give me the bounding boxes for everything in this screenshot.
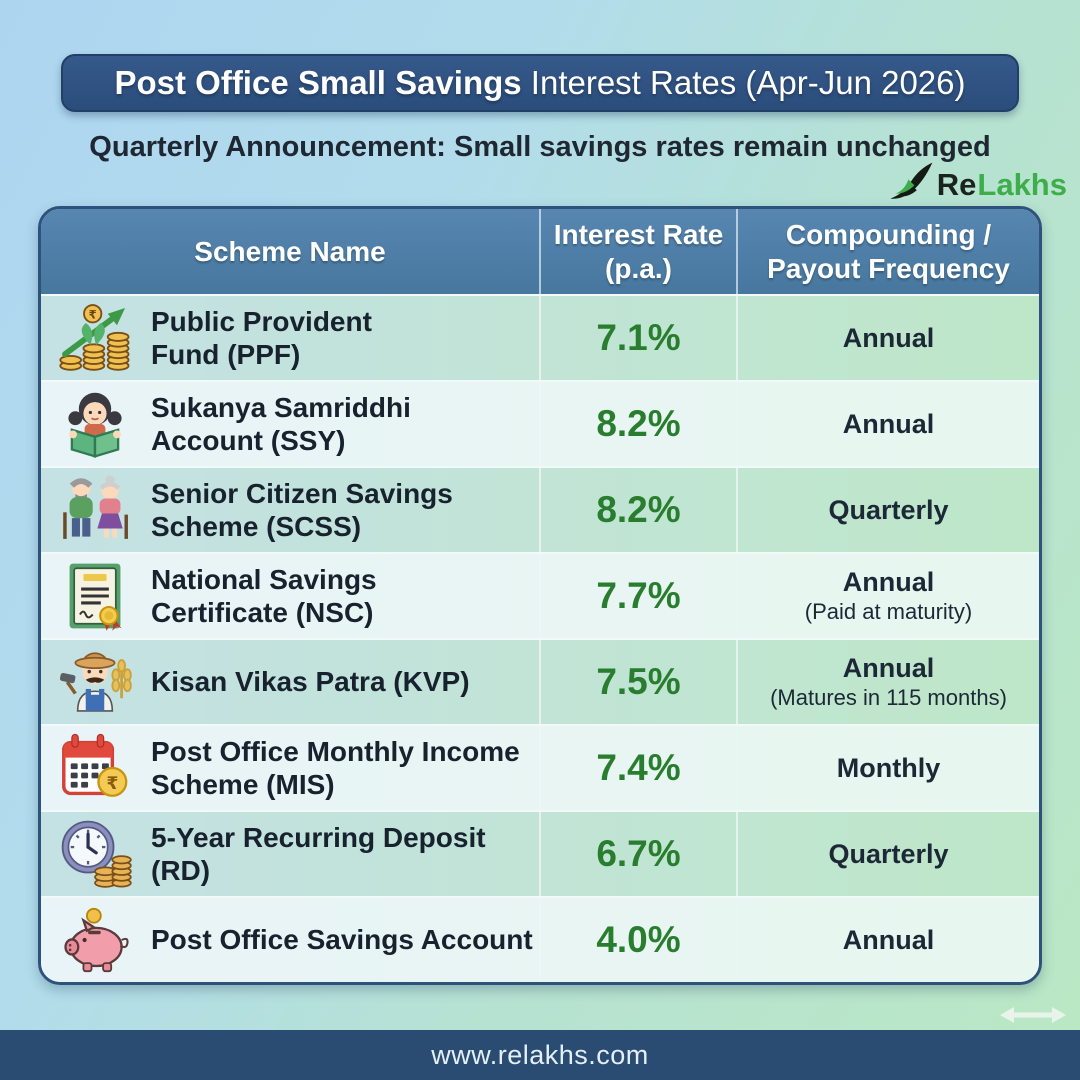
scheme-name: 5-Year Recurring Deposit (RD) <box>151 821 486 886</box>
scheme-name: Sukanya Samriddhi Account (SSY) <box>151 391 411 456</box>
table-row-ppf: ₹ Public Provident Fund (PPF) 7.1% Annua… <box>41 294 1039 380</box>
table-row-savings-account: Post Office Savings Account 4.0% Annual <box>41 896 1039 982</box>
coins-growth-icon: ₹ <box>51 298 139 378</box>
rate-cell: 7.1% <box>539 296 736 380</box>
scheme-cell: ₹ Public Provident Fund (PPF) <box>41 296 539 380</box>
subtitle: Quarterly Announcement: Small savings ra… <box>89 131 991 163</box>
frequency-cell: Annual (Paid at maturity) <box>736 554 1039 638</box>
scheme-name: Post Office Savings Account <box>151 924 533 956</box>
interest-rate: 6.7% <box>596 833 681 874</box>
footer-bar: www.relakhs.com <box>0 1030 1080 1080</box>
farmer-icon <box>51 642 139 722</box>
scheme-name: National Savings Certificate (NSC) <box>151 563 377 628</box>
interest-rate: 8.2% <box>596 403 681 444</box>
scheme-name: Senior Citizen Savings Scheme (SCSS) <box>151 477 453 542</box>
scheme-cell: National Savings Certificate (NSC) <box>41 554 539 638</box>
footer-url-link[interactable]: www.relakhs.com <box>431 1039 649 1070</box>
interest-rate: 7.5% <box>596 661 681 702</box>
elderly-couple-icon <box>51 470 139 550</box>
title-rest: Interest Rates (Apr-Jun 2026) <box>521 64 966 101</box>
interest-rate: 8.2% <box>596 489 681 530</box>
frequency-cell: Annual <box>736 296 1039 380</box>
interest-rate: 7.4% <box>596 747 681 788</box>
frequency: Quarterly <box>828 838 949 869</box>
frequency-note: (Matures in 115 months) <box>770 685 1007 711</box>
column-header-frequency: Compounding / Payout Frequency <box>736 209 1039 294</box>
table-header-row: Scheme Name Interest Rate (p.a.) Compoun… <box>41 209 1039 294</box>
frequency-cell: Annual <box>736 382 1039 466</box>
frequency-cell: Monthly <box>736 726 1039 810</box>
certificate-icon <box>51 556 139 636</box>
svg-text:₹: ₹ <box>89 309 97 321</box>
scheme-cell: Sukanya Samriddhi Account (SSY) <box>41 382 539 466</box>
frequency-cell: Annual (Matures in 115 months) <box>736 640 1039 724</box>
interest-rate: 7.1% <box>596 317 681 358</box>
rate-cell: 4.0% <box>539 898 736 982</box>
scheme-name: Public Provident Fund (PPF) <box>151 305 372 370</box>
scheme-cell: Post Office Savings Account <box>41 898 539 982</box>
rate-cell: 6.7% <box>539 812 736 896</box>
rate-cell: 7.4% <box>539 726 736 810</box>
piggy-bank-icon <box>51 900 139 980</box>
rate-cell: 8.2% <box>539 382 736 466</box>
relakhs-logo: Re Lakhs <box>888 161 1067 209</box>
table-row-ssy: Sukanya Samriddhi Account (SSY) 8.2% Ann… <box>41 380 1039 466</box>
frequency: Quarterly <box>828 494 949 525</box>
clock-coins-icon <box>51 814 139 894</box>
column-header-scheme: Scheme Name <box>194 235 386 267</box>
frequency: Annual <box>842 653 935 684</box>
title-banner: Post Office Small Savings Interest Rates… <box>61 54 1019 112</box>
table-row-kvp: Kisan Vikas Patra (KVP) 7.5% Annual (Mat… <box>41 638 1039 724</box>
frequency: Monthly <box>836 752 941 783</box>
scheme-cell: Kisan Vikas Patra (KVP) <box>41 640 539 724</box>
svg-text:₹: ₹ <box>106 773 118 793</box>
relakhs-bird-icon <box>890 162 933 199</box>
frequency: Annual <box>842 924 935 955</box>
frequency: Annual <box>842 408 935 439</box>
frequency: Annual <box>842 322 935 353</box>
scheme-cell: 5-Year Recurring Deposit (RD) <box>41 812 539 896</box>
interest-rate: 7.7% <box>596 575 681 616</box>
scheme-cell: Senior Citizen Savings Scheme (SCSS) <box>41 468 539 552</box>
table-row-scss: Senior Citizen Savings Scheme (SCSS) 8.2… <box>41 466 1039 552</box>
logo-text-re: Re <box>936 167 977 202</box>
table-row-nsc: National Savings Certificate (NSC) 7.7% … <box>41 552 1039 638</box>
frequency-cell: Quarterly <box>736 812 1039 896</box>
interest-rate: 4.0% <box>596 919 681 960</box>
rate-cell: 7.7% <box>539 554 736 638</box>
frequency-cell: Annual <box>736 898 1039 982</box>
column-header-rate: Interest Rate (p.a.) <box>539 209 736 294</box>
double-arrow-icon <box>1000 1007 1066 1023</box>
calendar-rupee-icon: ₹ <box>51 728 139 808</box>
scheme-name: Post Office Monthly Income Scheme (MIS) <box>151 735 520 800</box>
scheme-name: Kisan Vikas Patra (KVP) <box>151 666 470 698</box>
rate-cell: 7.5% <box>539 640 736 724</box>
table-row-mis: ₹ Post Office Monthly Income Scheme (MIS… <box>41 724 1039 810</box>
frequency: Annual <box>842 567 935 598</box>
scheme-cell: ₹ Post Office Monthly Income Scheme (MIS… <box>41 726 539 810</box>
table-row-rd: 5-Year Recurring Deposit (RD) 6.7% Quart… <box>41 810 1039 896</box>
frequency-note: (Paid at maturity) <box>804 599 973 625</box>
frequency-cell: Quarterly <box>736 468 1039 552</box>
rate-cell: 8.2% <box>539 468 736 552</box>
logo-text-lakhs: Lakhs <box>977 167 1067 202</box>
girl-reading-icon <box>51 384 139 464</box>
rates-table: Scheme Name Interest Rate (p.a.) Compoun… <box>38 206 1042 985</box>
title-bold: Post Office Small Savings <box>114 64 522 101</box>
